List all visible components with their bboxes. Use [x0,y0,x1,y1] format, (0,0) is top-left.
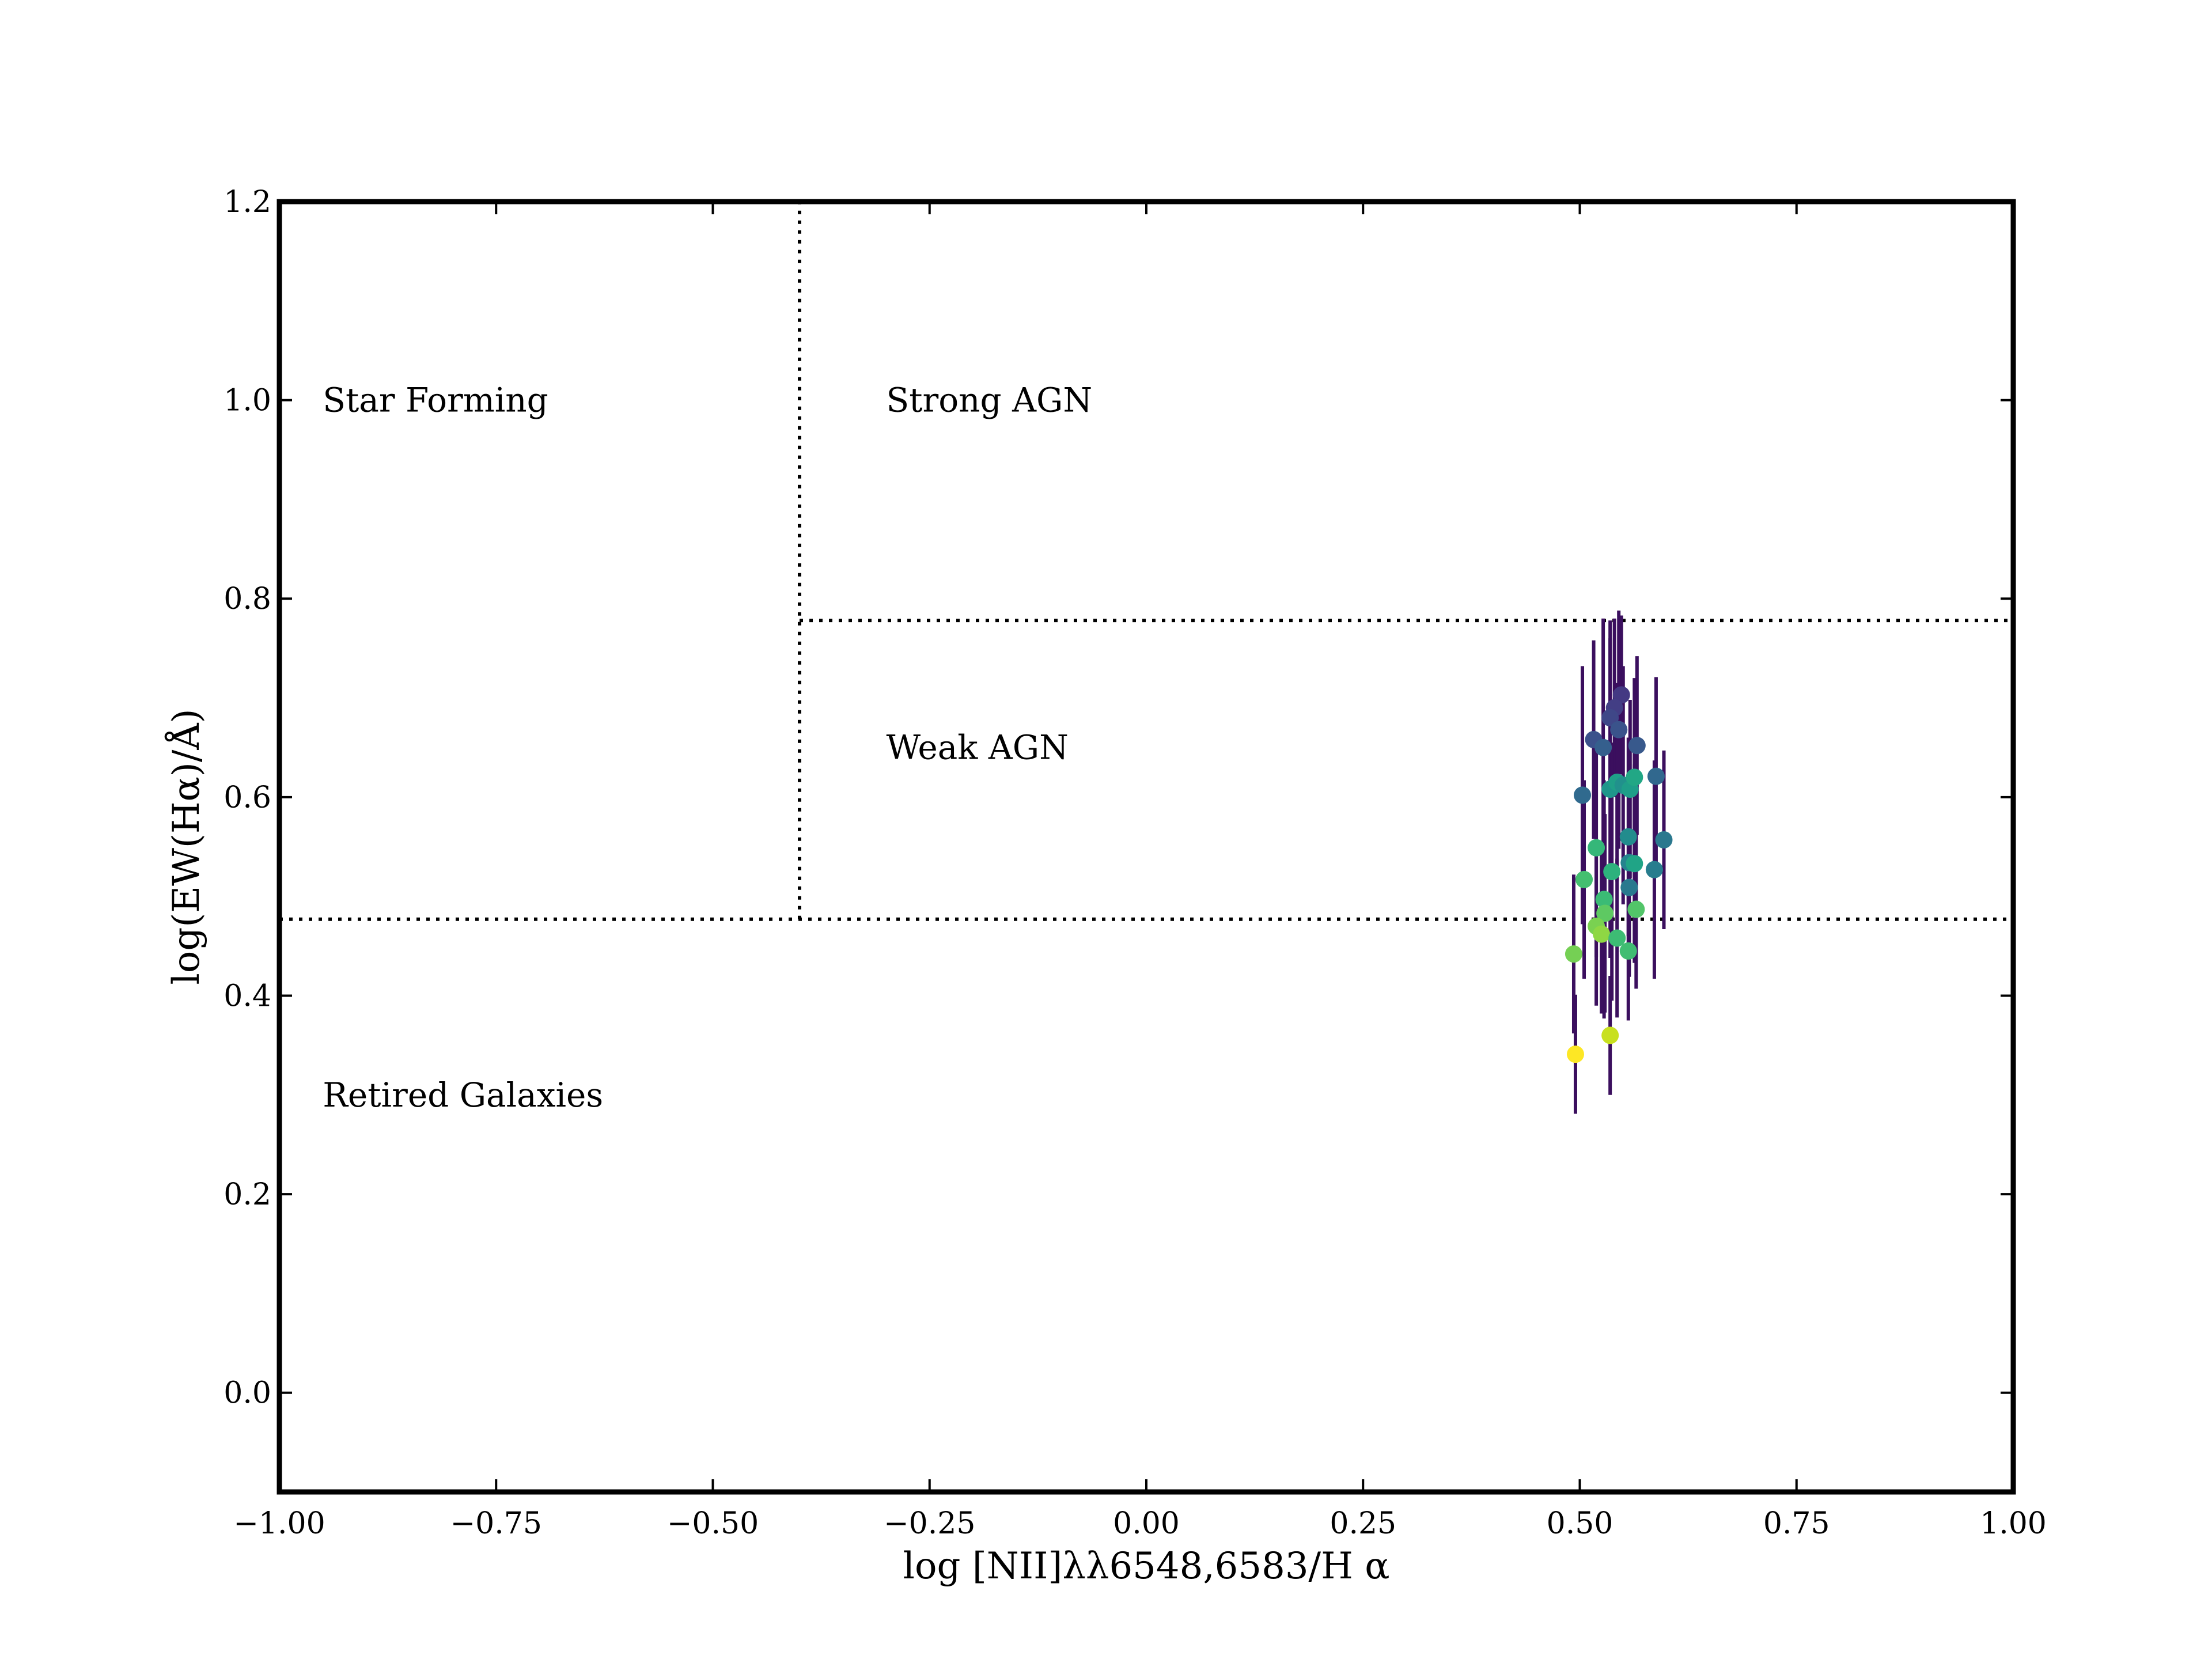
plot-frame [276,199,2016,1495]
data-point [1619,828,1637,846]
data-point [1610,721,1628,738]
y-tick-label: 0.8 [224,582,271,616]
x-axis-label: log [NII]λλ6548,6583/H α [903,1545,1390,1588]
region-label: Star Forming [323,381,548,420]
data-point [1574,786,1592,804]
data-point [1601,709,1619,726]
data-point [1596,904,1614,922]
data-point [1647,767,1665,785]
y-tick-label: 0.0 [224,1376,271,1411]
y-tick-label: 0.2 [224,1177,271,1212]
data-point [1594,738,1612,756]
y-axis-label: log(EW(Hα)/Å) [165,709,208,984]
region-label: Retired Galaxies [323,1075,603,1115]
x-tick-label: −0.25 [884,1506,975,1541]
y-tick-label: 0.4 [224,979,271,1013]
x-tick-label: −0.75 [450,1506,542,1541]
x-tick-label: −0.50 [667,1506,759,1541]
data-points [1565,686,1673,1063]
data-point [1627,900,1645,918]
data-point [1603,863,1621,881]
data-point [1575,870,1593,888]
y-tick-label: 0.6 [224,781,271,815]
x-tick-label: 0.75 [1763,1506,1830,1541]
y-tick-label: 1.2 [224,185,271,219]
data-point [1595,891,1613,908]
data-point [1612,686,1630,704]
region-label: Weak AGN [887,728,1069,767]
x-tick-label: −1.00 [233,1506,325,1541]
data-point [1628,737,1646,755]
data-point [1608,929,1626,947]
data-point [1565,945,1582,963]
data-point [1619,942,1637,960]
data-point [1566,1046,1584,1063]
data-point [1588,839,1605,857]
x-tick-label: 0.50 [1547,1506,1613,1541]
y-tick-label: 1.0 [224,384,271,418]
data-point [1626,855,1643,873]
x-tick-label: 1.00 [1980,1506,2047,1541]
region-label: Strong AGN [887,381,1093,420]
data-point [1601,1027,1619,1044]
data-point [1626,768,1643,786]
data-point [1620,878,1638,896]
data-point [1645,861,1663,878]
region-divider-lines [279,202,2013,921]
x-tick-label: 0.25 [1330,1506,1396,1541]
data-point [1655,831,1673,849]
data-point [1593,925,1611,943]
region-labels: Star Forming Strong AGN Weak AGN Retired Ga… [323,381,1092,1115]
x-tick-label: 0.00 [1113,1506,1180,1541]
